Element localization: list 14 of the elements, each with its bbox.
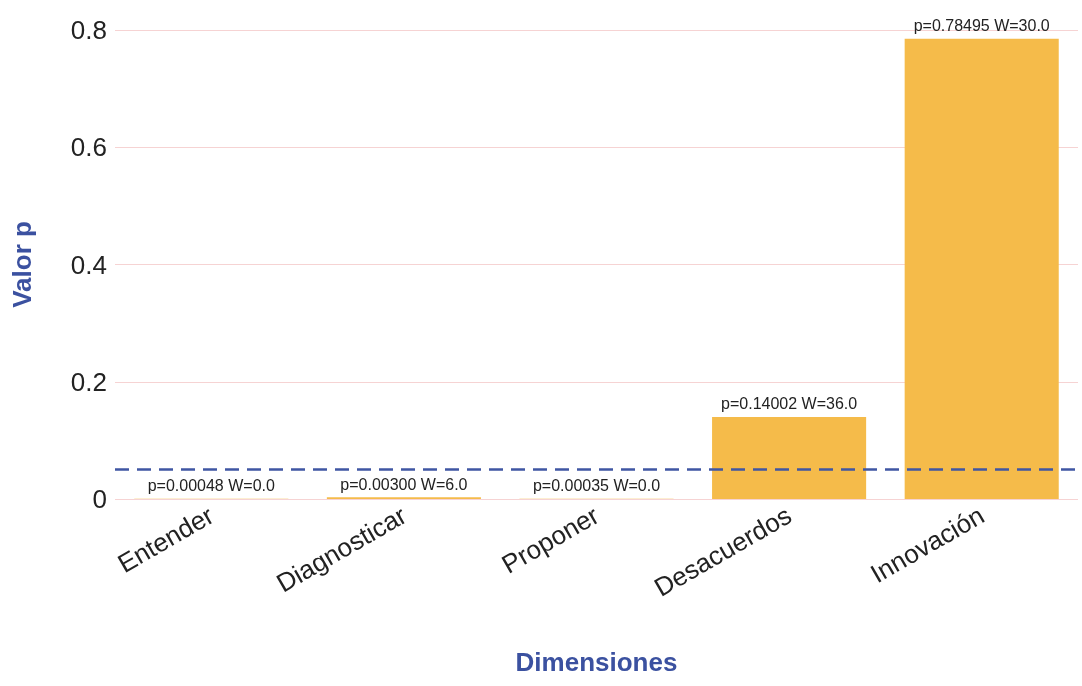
y-tick-label: 0.2 — [70, 366, 107, 397]
data-label: p=0.00048 W=0.0 — [147, 477, 275, 495]
bar — [712, 416, 867, 499]
x-axis-title: Dimensiones — [515, 647, 678, 677]
bar — [904, 38, 1059, 499]
y-tick-label: 0 — [92, 484, 107, 514]
data-label: p=0.00035 W=0.0 — [532, 477, 661, 495]
data-label: p=0.78495 W=30.0 — [913, 17, 1050, 35]
data-label: p=0.14002 W=36.0 — [721, 395, 858, 413]
y-tick-label: 0.4 — [70, 249, 107, 280]
data-label: p=0.00300 W=6.0 — [340, 475, 468, 493]
y-tick-label: 0.8 — [70, 15, 107, 45]
y-axis-title: Valor p — [7, 221, 37, 308]
y-tick-label: 0.6 — [70, 132, 107, 163]
